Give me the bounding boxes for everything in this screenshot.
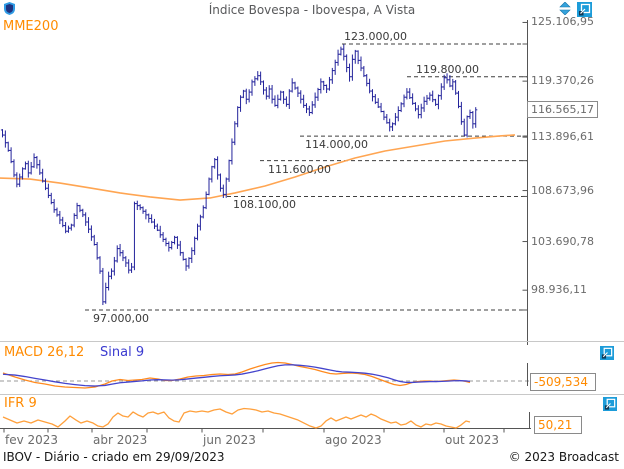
month-tick-label: abr 2023 — [93, 433, 148, 447]
export-chart-icon[interactable] — [577, 2, 592, 17]
price-tick-label: 108.673,96 — [531, 183, 594, 197]
level-label: 114.000,00 — [305, 138, 368, 152]
month-tick-label: out 2023 — [445, 433, 500, 447]
chart-title: Índice Bovespa - Ibovespa, A Vista — [208, 3, 416, 17]
price-tick-label: 125.106,95 — [531, 15, 594, 29]
sort-arrows-icon[interactable] — [559, 1, 571, 16]
price-tick-label: 119.370,26 — [531, 74, 594, 88]
level-label: 108.100,00 — [233, 198, 296, 212]
export-macd-icon[interactable] — [600, 346, 614, 360]
level-label: 123.000,00 — [344, 30, 407, 43]
price-tick-label: 113.896,61 — [531, 130, 594, 144]
mme200-label: MME200 — [3, 19, 59, 34]
level-label: 119.800,00 — [416, 62, 479, 76]
export-ifr-icon[interactable] — [603, 397, 617, 411]
macd-value-box: -509,534 — [530, 373, 596, 391]
month-tick-label: ago 2023 — [325, 433, 382, 447]
current-price-box: 116.565,17 — [527, 100, 598, 118]
month-tick-label: jun 2023 — [203, 433, 256, 447]
macd-signal-label: Sinal 9 — [100, 345, 145, 360]
chart-info-footer: IBOV - Diário - criado em 29/09/2023 — [3, 450, 225, 464]
ifr-value-box: 50,21 — [534, 416, 582, 434]
month-tick-label: fev 2023 — [5, 433, 59, 447]
price-tick-label: 103.690,78 — [531, 234, 594, 248]
level-label: 111.600,00 — [268, 162, 331, 176]
shield-icon — [4, 2, 15, 15]
copyright-footer: © 2023 Broadcast — [508, 450, 619, 464]
macd-label: MACD 26,12 — [4, 345, 85, 360]
level-label: 97.000,00 — [93, 312, 149, 325]
ifr-label: IFR 9 — [4, 396, 37, 411]
price-tick-label: 98.936,11 — [531, 283, 587, 297]
